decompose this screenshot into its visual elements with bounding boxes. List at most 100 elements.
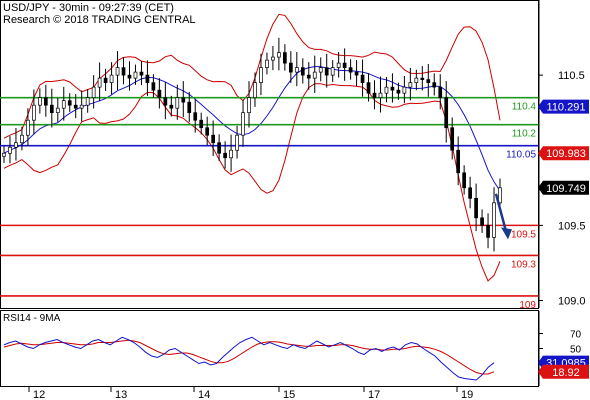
candle-body (67, 100, 72, 106)
candle-body (432, 82, 437, 88)
candle-body (348, 67, 353, 73)
candle-body (402, 86, 407, 94)
candle-body (360, 74, 365, 83)
candle-body (217, 142, 221, 154)
candle-body (277, 52, 281, 58)
candle-body (462, 172, 466, 189)
candle-body (223, 152, 227, 159)
candle-body (414, 77, 419, 83)
candle-body (145, 74, 150, 83)
candle-body (151, 82, 156, 91)
level-label-3: 109.5 (511, 229, 536, 240)
time-label: 14 (198, 389, 210, 400)
candle-body (187, 101, 192, 114)
candle-body (2, 152, 6, 157)
rsi-tick-label: 50 (570, 345, 582, 356)
candle-body (109, 74, 114, 83)
candle-body (229, 149, 233, 159)
candle-body (420, 77, 425, 80)
candle-body (139, 71, 144, 76)
candle-body (300, 67, 305, 76)
candle-body (133, 71, 138, 79)
candle-body (378, 92, 383, 99)
forecast-arrow-shaft (494, 193, 508, 232)
candle-body (492, 202, 496, 238)
time-label: 12 (33, 389, 45, 400)
candle-body (384, 86, 389, 94)
candle-body (498, 187, 502, 204)
candle-body (450, 127, 455, 151)
candle-body (444, 97, 449, 129)
candle-body (163, 97, 168, 106)
candle-body (265, 59, 269, 68)
candle-body (61, 100, 66, 109)
candle-body (175, 97, 180, 109)
candle-body (336, 62, 341, 68)
candle-body (474, 197, 478, 219)
rsi-line (3, 336, 495, 381)
candle-body (253, 82, 257, 99)
time-label: 17 (368, 389, 380, 400)
level-label-2: 110.05 (506, 150, 536, 161)
candle-body (199, 119, 204, 129)
candle-body (342, 62, 347, 68)
candle-body (438, 86, 443, 99)
candle-body (127, 74, 132, 79)
level-label-1: 110.2 (512, 129, 537, 140)
rsi-panel-label: RSI14 - 9MA (3, 313, 61, 324)
candle-body (283, 52, 287, 64)
candlesticks (2, 37, 502, 252)
candle-body (55, 107, 60, 114)
candle-body (20, 134, 24, 144)
candle-body (366, 82, 371, 94)
candle-body (312, 71, 317, 79)
candle-body (235, 134, 239, 151)
price-tags: 110.291 109.983 109.749 (538, 99, 589, 195)
price-tick-label: 110.5 (558, 70, 585, 82)
candle-body (73, 104, 78, 109)
price-tag-1-label: 109.983 (546, 148, 586, 160)
candle-body (468, 187, 472, 199)
price-tick-label: 109.0 (558, 295, 586, 307)
level-label-0: 110.4 (512, 102, 537, 113)
chart-subtitle: Research © 2018 TRADING CENTRAL (3, 14, 196, 26)
candle-body (259, 67, 263, 83)
rsi-lines (3, 336, 495, 381)
candle-body (97, 77, 102, 88)
candle-body (193, 112, 198, 121)
horizontal-levels: 110.4 110.2 110.05 109.5 109.3 109 (0, 96, 539, 311)
candle-body (330, 67, 335, 76)
candle-body (271, 56, 275, 61)
candle-body (38, 97, 42, 106)
rsi-tag-1-label: 18.92 (552, 367, 580, 379)
candle-body (318, 67, 323, 73)
candle-body (43, 97, 48, 106)
time-label: 15 (283, 389, 295, 400)
forecast-arrow-head (501, 227, 512, 240)
time-label: 13 (115, 389, 127, 400)
price-tag-2-label: 109.749 (546, 183, 586, 195)
candle-body (486, 225, 490, 238)
rsi-tag-1-box (538, 364, 589, 379)
candle-body (390, 86, 395, 91)
candle-body (115, 67, 120, 76)
upper-band-line (3, 13, 501, 139)
candle-body (211, 134, 216, 144)
level-label-4: 109.3 (511, 259, 536, 270)
chart-title: USD/JPY - 30min - 09:27:39 (CET) (3, 2, 174, 14)
candle-body (103, 77, 108, 83)
lower-band-line (3, 83, 501, 282)
price-tick-label: 109.5 (558, 220, 586, 232)
candle-body (91, 86, 96, 99)
candle-body (32, 104, 36, 121)
candle-body (354, 71, 359, 76)
candle-body (85, 97, 90, 106)
bollinger-bands (3, 13, 501, 282)
price-tag-2-box (538, 180, 589, 195)
candle-body (426, 79, 431, 83)
price-tag-0-box (538, 99, 589, 114)
time-axis: 12 13 14 15 17 19 (28, 386, 473, 400)
candle-body (247, 97, 251, 114)
